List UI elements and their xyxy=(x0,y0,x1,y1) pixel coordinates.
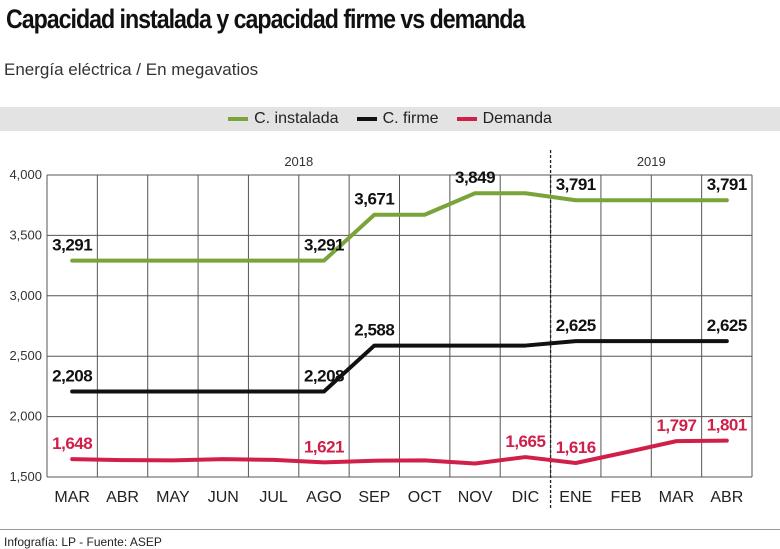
y-tick-label: 2,500 xyxy=(9,348,42,363)
data-label: 1,621 xyxy=(304,437,344,456)
x-tick-label: MAR xyxy=(659,489,695,506)
series-line-c-instalada xyxy=(70,191,729,263)
x-tick-label: MAY xyxy=(156,489,190,506)
x-tick-label: AGO xyxy=(306,489,342,506)
legend-label: Demanda xyxy=(482,110,552,127)
x-tick-label: JUL xyxy=(259,489,288,506)
year-label: 2019 xyxy=(637,154,666,169)
data-label: 2,625 xyxy=(556,316,596,335)
data-label: 3,791 xyxy=(707,175,747,194)
legend-swatch xyxy=(228,117,249,121)
y-tick-label: 4,000 xyxy=(9,167,42,182)
x-tick-label: NOV xyxy=(458,489,493,506)
data-label: 3,291 xyxy=(52,236,92,255)
series-line-demanda xyxy=(70,438,729,466)
data-label: 1,801 xyxy=(707,416,747,435)
x-tick-label: MAR xyxy=(54,489,90,506)
x-tick-label: JUN xyxy=(208,489,239,506)
legend-item-instalada: C. instalada xyxy=(228,110,339,128)
data-label: 1,797 xyxy=(656,416,696,435)
y-tick-label: 1,500 xyxy=(9,469,42,484)
legend-item-demanda: Demanda xyxy=(456,110,552,128)
x-tick-label: ABR xyxy=(106,489,139,506)
series-line-c-firme xyxy=(70,339,729,394)
data-label: 3,849 xyxy=(455,168,495,187)
legend-item-firme: C. firme xyxy=(356,110,439,128)
legend-label: C. firme xyxy=(382,110,439,127)
legend: C. instalada C. firme Demanda xyxy=(0,107,780,131)
data-label: 3,671 xyxy=(354,190,394,209)
chart-subtitle: Energía eléctrica / En megavatios xyxy=(4,60,259,79)
data-label: 1,648 xyxy=(52,434,92,453)
x-tick-label: SEP xyxy=(358,489,390,506)
x-tick-label: OCT xyxy=(408,489,442,506)
data-label: 3,291 xyxy=(304,236,344,255)
data-label: 1,616 xyxy=(556,438,596,457)
data-label: 2,625 xyxy=(707,316,747,335)
data-label: 1,665 xyxy=(505,432,545,451)
y-tick-label: 3,000 xyxy=(9,288,42,303)
data-label: 3,791 xyxy=(556,175,596,194)
data-label: 2,208 xyxy=(52,366,92,385)
y-tick-label: 2,000 xyxy=(9,409,42,424)
x-tick-label: ABR xyxy=(710,489,743,506)
data-label: 2,588 xyxy=(354,321,394,340)
legend-label: C. instalada xyxy=(254,110,339,127)
x-tick-label: ENE xyxy=(559,489,592,506)
x-tick-label: DIC xyxy=(512,489,540,506)
data-label: 2,208 xyxy=(304,366,344,385)
y-tick-label: 3,500 xyxy=(9,227,42,242)
x-tick-label: FEB xyxy=(611,489,642,506)
legend-swatch xyxy=(456,117,477,121)
legend-swatch xyxy=(356,117,377,121)
source-footer: Infografía: LP - Fuente: ASEP xyxy=(0,529,780,549)
year-label: 2018 xyxy=(284,154,313,169)
chart-title: Capacidad instalada y capacidad firme vs… xyxy=(6,4,525,34)
